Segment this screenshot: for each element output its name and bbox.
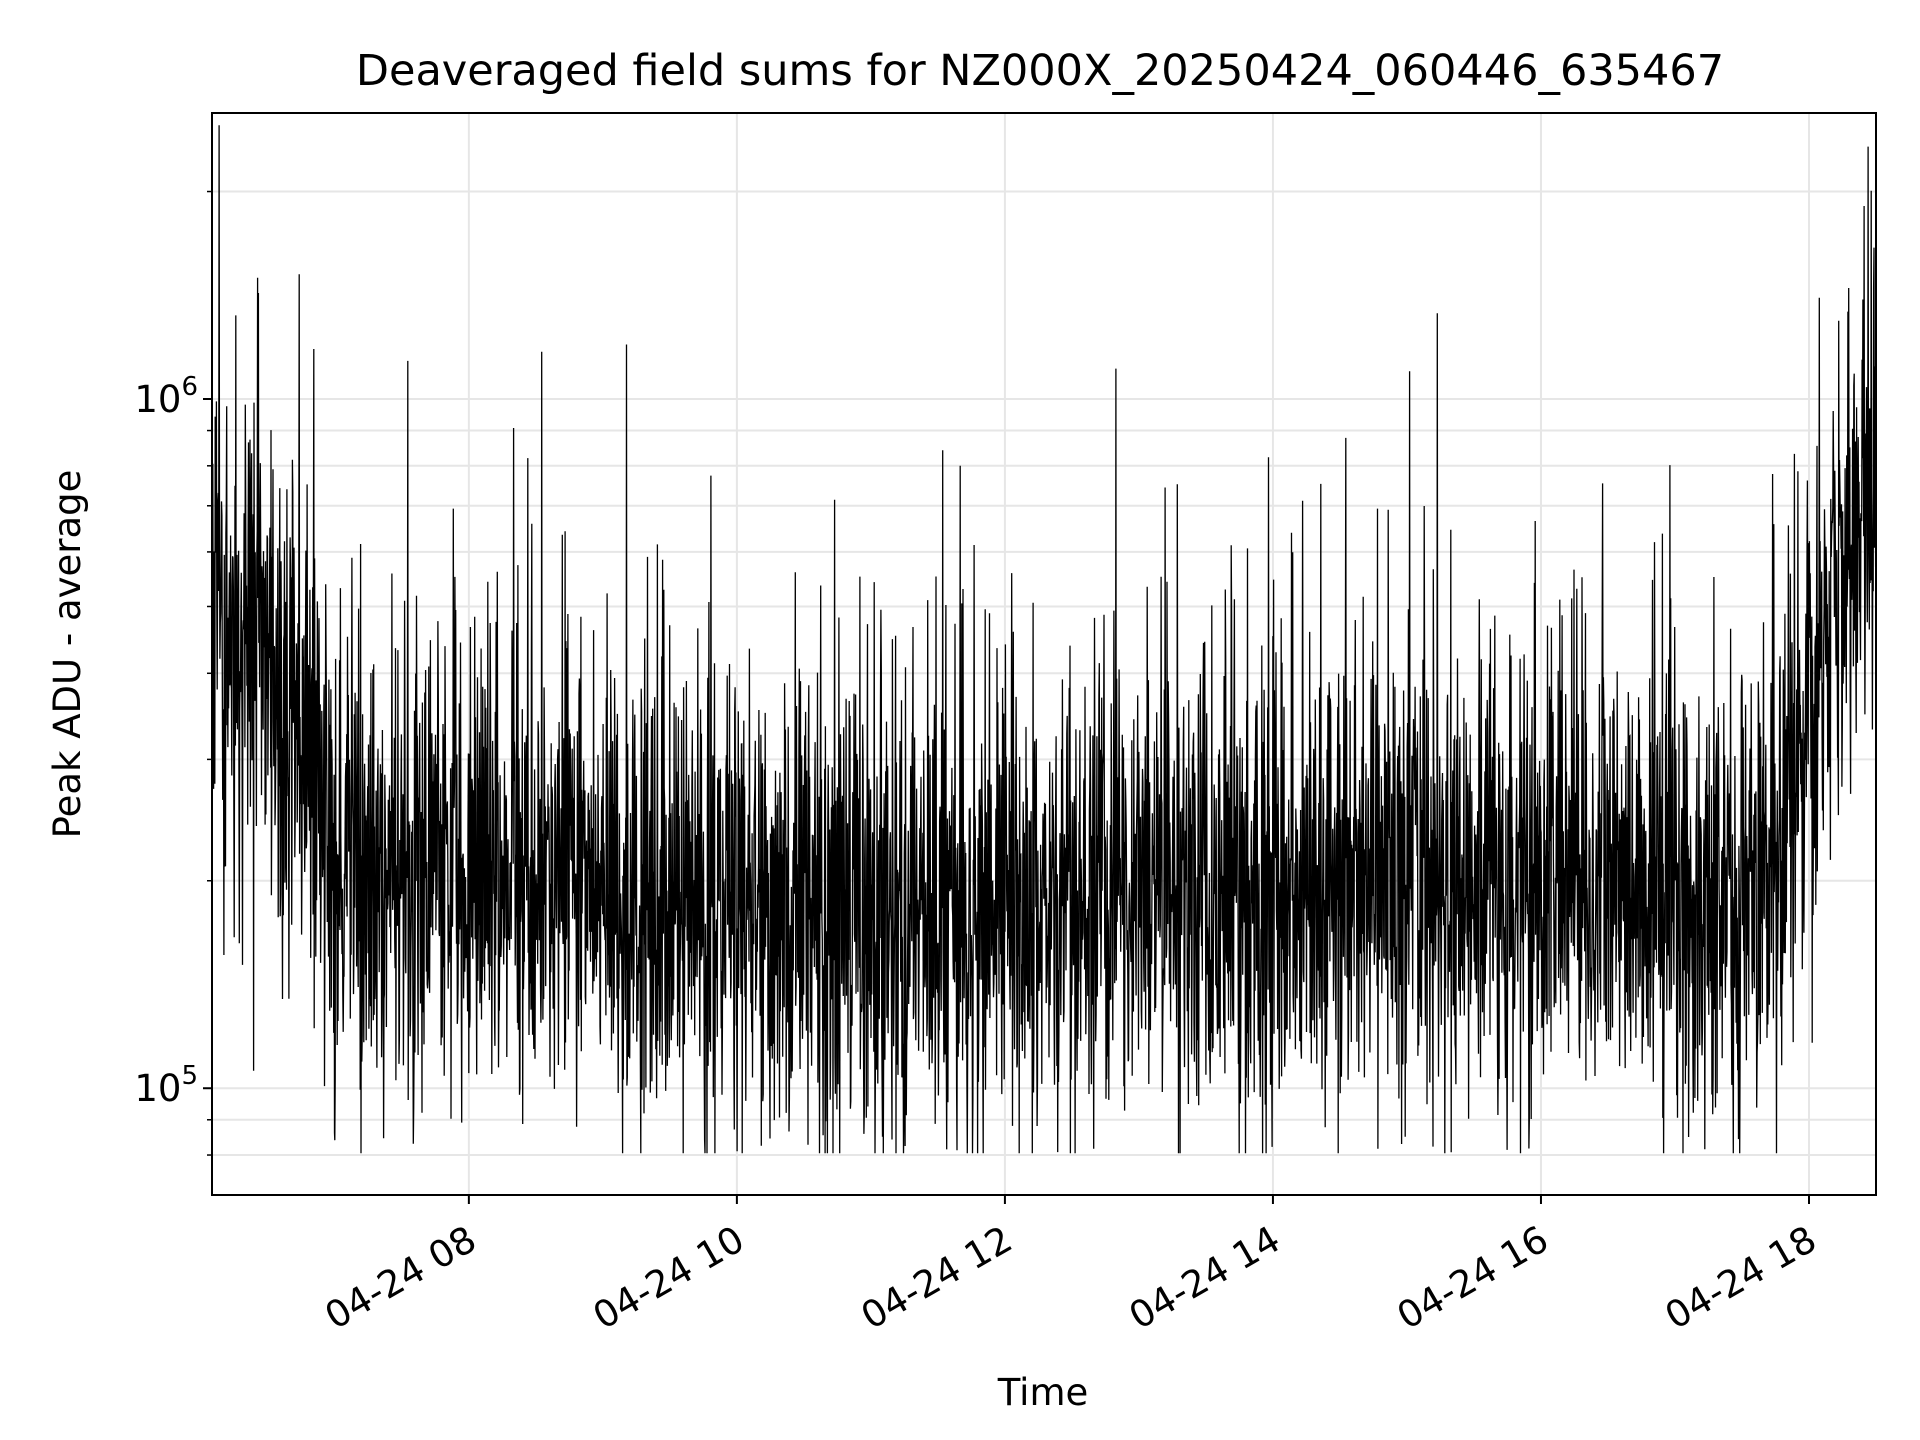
- plot-background: [212, 113, 1876, 1195]
- y-tick-label: 105: [134, 1061, 198, 1110]
- plot-area: [211, 112, 1877, 1196]
- y-axis-label: Peak ADU - average: [46, 470, 89, 839]
- chart-title: Deaveraged field sums for NZ000X_2025042…: [356, 46, 1724, 96]
- y-axis: 105 106: [134, 190, 212, 1156]
- x-axis-label: Time: [997, 1371, 1089, 1414]
- plot-frame: [211, 112, 1877, 1196]
- series-line: [211, 125, 1877, 1154]
- series-layer: [211, 125, 1877, 1154]
- y-tick-label: 106: [134, 372, 198, 421]
